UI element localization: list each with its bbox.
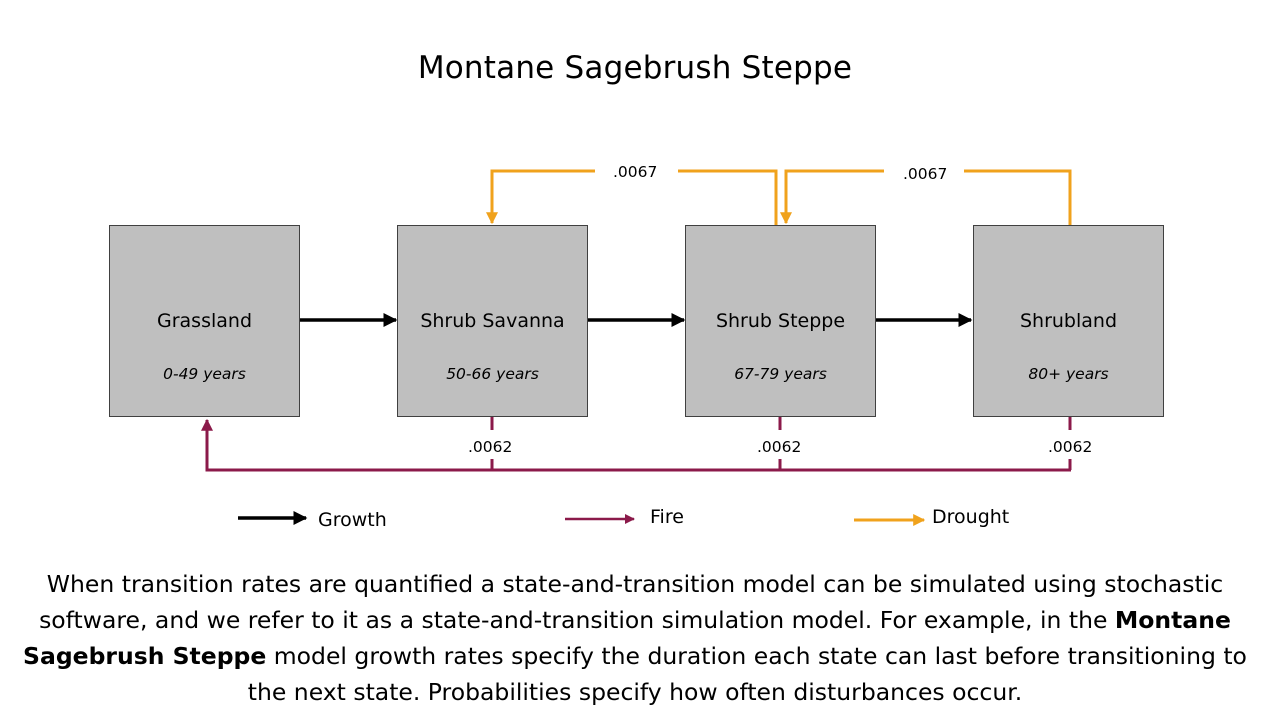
legend-growth-label: Growth [318,509,387,531]
state-age: 80+ years [1028,365,1109,383]
state-box-shrubland: Shrubland 80+ years [973,225,1164,417]
caption-text-bold: Montane Sagebrush Steppe [23,606,1231,670]
drought-rate-label: .0067 [903,165,948,183]
legend-drought-label: Drought [932,506,1010,528]
state-box-shrub-steppe: Shrub Steppe 67-79 years [685,225,876,417]
state-name: Shrub Steppe [715,310,846,332]
state-age: 0-49 years [163,365,246,383]
drought-arrow-shrubland-to-shrub-steppe [964,169,1072,225]
state-box-grassland: Grassland 0-49 years [109,225,300,417]
fire-rate-label: .0062 [1048,438,1093,456]
caption-text-part1: When transition rates are quantified a s… [39,570,1224,634]
drought-arrow-shrubland-to-shrub-steppe-head [780,169,884,225]
caption-text-part2: model growth rates specify the duration … [247,642,1247,706]
transition-arrows [201,169,1072,526]
fire-rate-label: .0062 [757,438,802,456]
fire-rate-label: .0062 [468,438,513,456]
state-age: 67-79 years [734,365,827,383]
fire-arrow-to-grassland [201,418,1071,472]
drought-rate-label: .0067 [613,163,658,181]
state-box-shrub-savanna: Shrub Savanna 50-66 years [397,225,588,417]
slide-title: Montane Sagebrush Steppe [417,50,853,86]
state-name: Shrub Savanna [420,310,565,332]
state-age: 50-66 years [446,365,539,383]
state-name: Shrubland [1019,310,1118,332]
caption-paragraph: When transition rates are quantified a s… [20,566,1250,710]
state-name: Grassland [157,310,252,332]
drought-arrow-shrub-steppe-to-shrub-savanna-head [486,169,595,225]
drought-arrow-shrub-steppe-to-shrub-savanna [678,169,778,225]
legend-fire-label: Fire [650,506,684,528]
